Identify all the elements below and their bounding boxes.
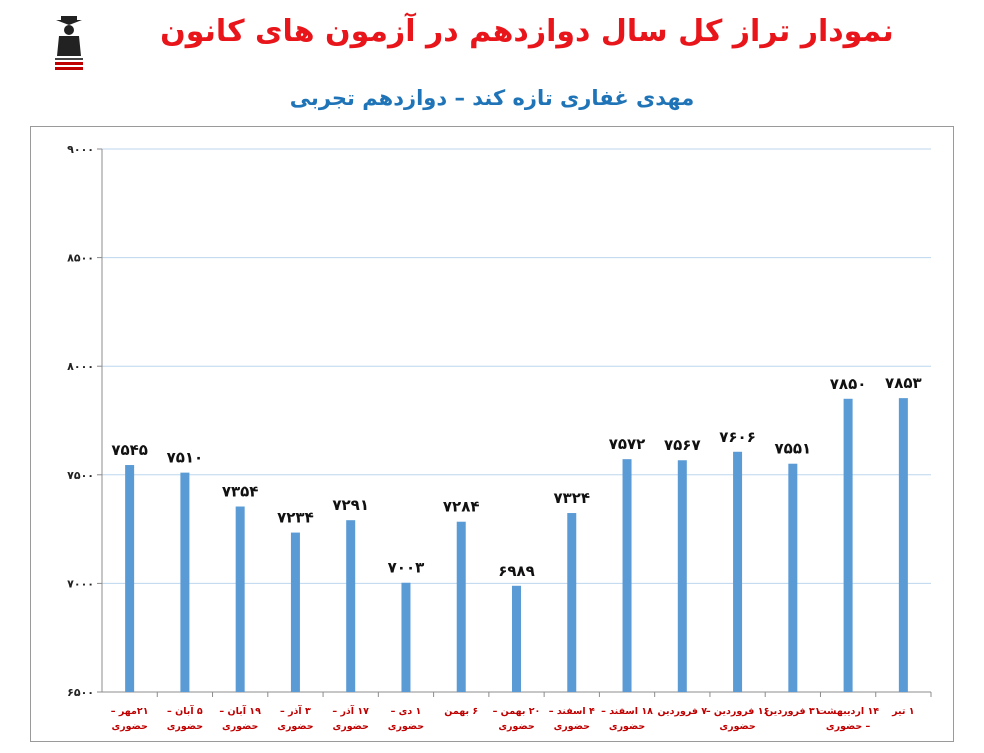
bar bbox=[346, 520, 356, 692]
x-tick-label: حضوری bbox=[277, 721, 313, 732]
x-tick-label: حضوری bbox=[554, 721, 590, 732]
y-tick-label: ۹۰۰۰ bbox=[67, 143, 94, 156]
bar bbox=[622, 459, 632, 692]
x-tick-label: ۲۱مهر – bbox=[111, 706, 149, 717]
x-tick-label: ۳ آذر – bbox=[280, 704, 311, 717]
data-label: ۷۵۴۵ bbox=[111, 441, 148, 459]
x-tick-label: ۷ فروردین bbox=[657, 706, 707, 717]
y-tick-label: ۸۵۰۰ bbox=[67, 252, 94, 265]
x-tick-label: حضوری bbox=[111, 721, 147, 732]
x-tick-label: حضوری bbox=[719, 721, 755, 732]
x-tick-label: حضوری bbox=[388, 721, 424, 732]
bar bbox=[567, 513, 577, 692]
x-tick-label: ۱ تیر bbox=[891, 706, 914, 717]
bar bbox=[290, 532, 300, 692]
x-tick-label: حضوری bbox=[222, 721, 258, 732]
x-tick-label: ۱۸ اسفند – bbox=[601, 706, 653, 717]
data-label: ۷۵۶۷ bbox=[664, 436, 701, 454]
data-label: ۷۲۸۴ bbox=[443, 498, 480, 516]
data-label: ۷۳۵۴ bbox=[222, 483, 259, 501]
x-tick-label: ۲۰ بهمن – bbox=[493, 706, 541, 717]
x-tick-label: حضوری bbox=[167, 721, 203, 732]
bar bbox=[733, 451, 743, 692]
bar bbox=[677, 460, 687, 692]
bar bbox=[456, 521, 466, 692]
chart-title: نمودار تراز کل سال دوازدهم در آزمون های … bbox=[160, 14, 894, 49]
y-tick-label: ۶۵۰۰ bbox=[67, 686, 94, 699]
bar bbox=[125, 465, 135, 692]
x-tick-label: ۶ بهمن bbox=[444, 706, 478, 717]
x-tick-label: ۱۴ اردیبهشت bbox=[817, 706, 879, 717]
x-tick-label: ۱۶ فروردین – bbox=[706, 706, 769, 717]
x-tick-label: ۴ اسفند – bbox=[549, 706, 595, 717]
data-label: ۷۲۹۱ bbox=[332, 496, 369, 514]
data-label: ۷۵۷۲ bbox=[609, 435, 646, 453]
chart-area: ۶۵۰۰ ۷۰۰۰ ۷۵۰۰ ۸۰۰۰ ۸۵۰۰ ۹۰۰۰ ۷۵۴۵ ۲۱مهر – حضوری… bbox=[30, 126, 954, 742]
x-tick-label: – حضوری bbox=[826, 721, 871, 732]
x-tick-label: ۱۹ آبان – bbox=[219, 704, 261, 717]
data-label: ۷۶۰۶ bbox=[719, 428, 756, 446]
bar bbox=[788, 463, 798, 692]
x-tick-label: ۵ آبان – bbox=[167, 704, 203, 717]
x-tick-label: ۱ دی – bbox=[391, 706, 422, 717]
data-label: ۷۰۰۳ bbox=[388, 559, 425, 577]
bar bbox=[898, 398, 908, 692]
data-label: ۷۸۵۰ bbox=[830, 375, 867, 393]
bar bbox=[401, 582, 411, 692]
x-tick-label: حضوری bbox=[498, 721, 534, 732]
x-tick-label: ۱۷ آذر – bbox=[332, 704, 369, 717]
x-tick-label: حضوری bbox=[333, 721, 369, 732]
data-label: ۷۲۳۴ bbox=[277, 509, 314, 527]
chart-subtitle: مهدی غفاری تازه کند – دوازدهم تجربی bbox=[289, 86, 695, 110]
x-tick-label: حضوری bbox=[609, 721, 645, 732]
bar bbox=[843, 398, 853, 692]
bar bbox=[512, 585, 521, 692]
x-tick-label: ۳۱ فروردین bbox=[765, 706, 820, 717]
data-label: ۷۵۱۰ bbox=[167, 449, 204, 467]
data-label: ۶۹۸۹ bbox=[498, 562, 535, 580]
y-tick-label: ۸۰۰۰ bbox=[67, 360, 94, 373]
kanoon-logo bbox=[52, 14, 86, 72]
y-tick-label: ۷۵۰۰ bbox=[67, 469, 94, 482]
bar bbox=[235, 506, 245, 692]
data-label: ۷۳۲۴ bbox=[553, 489, 590, 507]
y-tick-label: ۷۰۰۰ bbox=[67, 577, 94, 590]
bar-chart: ۶۵۰۰ ۷۰۰۰ ۷۵۰۰ ۸۰۰۰ ۸۵۰۰ ۹۰۰۰ ۷۵۴۵ ۲۱مهر – حضوری… bbox=[67, 143, 932, 732]
bar bbox=[180, 472, 190, 692]
data-label: ۷۸۵۳ bbox=[885, 374, 922, 392]
data-label: ۷۵۵۱ bbox=[775, 440, 812, 458]
